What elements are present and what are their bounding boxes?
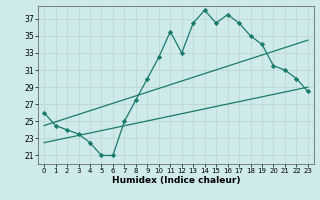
X-axis label: Humidex (Indice chaleur): Humidex (Indice chaleur) xyxy=(112,176,240,185)
